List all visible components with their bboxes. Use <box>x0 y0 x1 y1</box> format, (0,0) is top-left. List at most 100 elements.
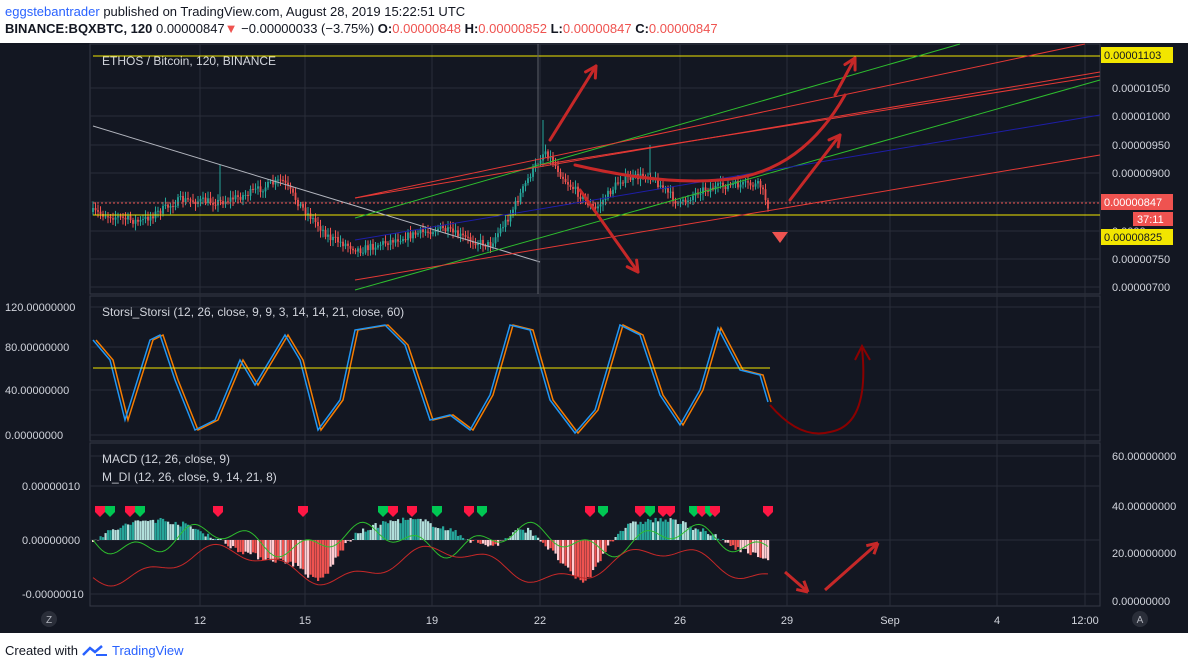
macd-histogram-bar <box>179 526 182 540</box>
macd-histogram-bar <box>737 540 740 548</box>
macd-histogram-bar <box>597 540 600 563</box>
candle-body <box>664 188 667 190</box>
macd-histogram-bar <box>687 527 690 540</box>
arrow-up <box>548 64 598 142</box>
macd-histogram-bar <box>582 540 585 583</box>
candle-body <box>539 160 542 164</box>
macd-histogram-bar <box>322 540 325 578</box>
candle-body <box>592 203 594 207</box>
macd-histogram-bar <box>529 530 532 540</box>
macd-histogram-bar <box>214 538 217 540</box>
candle-body <box>674 201 677 204</box>
time-axis-label: 19 <box>426 615 438 627</box>
candle-body <box>397 239 399 242</box>
macd-histogram-bar <box>397 519 400 540</box>
candle-body <box>307 213 309 215</box>
candle-body <box>337 237 339 243</box>
macd-histogram-bar <box>734 540 737 550</box>
author-username[interactable]: eggstebantrader <box>5 4 100 19</box>
candle-body <box>119 216 122 218</box>
macd-histogram-bar <box>392 521 395 540</box>
candle-body <box>92 208 94 212</box>
macd-histogram-bar <box>587 540 590 577</box>
macd-histogram-bar <box>382 521 385 540</box>
candle-body <box>507 219 509 222</box>
macd-histogram-bar <box>539 540 542 542</box>
price-axis-label: 0.00001000 <box>1112 111 1170 123</box>
candle-body <box>309 213 312 219</box>
candle-body <box>667 188 669 193</box>
price-axis-label: 0.00000750 <box>1112 254 1170 266</box>
candle-body <box>362 252 364 254</box>
macd-histogram-bar <box>339 540 342 551</box>
stoch-axis-label: 120.00000000 <box>5 302 75 314</box>
candle-body <box>439 225 442 229</box>
macd-histogram-bar <box>754 540 757 553</box>
macd-histogram-bar <box>259 540 262 558</box>
candle-body <box>204 197 207 203</box>
candle-body <box>487 242 489 247</box>
arrow-up-head <box>865 541 879 548</box>
candle-body <box>724 186 727 190</box>
candle-body <box>369 243 372 251</box>
candle-body <box>417 233 419 235</box>
auto-scale-button[interactable] <box>1132 611 1148 627</box>
candle-body <box>139 219 142 222</box>
macd-histogram-bar <box>709 535 712 540</box>
candle-body <box>727 184 729 190</box>
candle-body <box>254 188 257 190</box>
candle-body <box>322 229 324 231</box>
candle-body <box>472 241 474 244</box>
candle-body <box>717 183 719 186</box>
candle-body <box>249 188 252 196</box>
publish-info: eggstebantrader published on TradingView… <box>5 4 465 19</box>
candle-body <box>312 218 314 220</box>
macd-right-axis-label: 40.00000000 <box>1112 501 1176 513</box>
macd-histogram-bar <box>187 524 190 540</box>
sell-signal-marker <box>763 506 773 517</box>
buy-signal-marker <box>477 506 487 517</box>
macd-histogram-bar <box>127 524 130 540</box>
candle-body <box>582 195 584 200</box>
macd-histogram-bar <box>767 540 770 561</box>
candle-body <box>699 193 702 195</box>
candle-body <box>482 239 484 246</box>
macd-histogram-bar <box>344 540 347 544</box>
macd-histogram-bar <box>299 540 302 569</box>
macd-histogram-bar <box>194 528 197 540</box>
zoom-button[interactable] <box>41 611 57 627</box>
open-value: 0.00000848 <box>392 21 461 36</box>
macd-histogram-bar <box>309 540 312 575</box>
macd-histogram-bar <box>124 523 127 540</box>
macd-histogram-bar <box>679 523 682 540</box>
candle-body <box>317 222 319 227</box>
macd-histogram-bar <box>319 540 322 578</box>
macd-histogram-bar <box>757 540 760 558</box>
candle-body <box>599 204 602 207</box>
tradingview-brand[interactable]: TradingView <box>111 643 184 658</box>
annotations <box>548 56 857 274</box>
candle-body <box>614 182 617 190</box>
macd-histogram-bar <box>647 518 650 540</box>
candle-body <box>277 179 279 181</box>
macd-histogram-bar <box>447 530 450 540</box>
candle-body <box>532 166 534 177</box>
candle-body <box>432 232 434 235</box>
macd-histogram-bar <box>119 527 122 540</box>
candle-body <box>97 210 99 212</box>
macd-histogram-bar <box>232 540 235 547</box>
macd-histogram-bar <box>487 540 490 547</box>
candle-body <box>94 208 97 211</box>
time-axis-label: 15 <box>299 615 311 627</box>
macd-histogram-bar <box>349 540 352 542</box>
macd-histogram-bar <box>569 540 572 572</box>
macd-histogram-bar <box>697 529 700 540</box>
sell-signal-marker <box>697 506 707 517</box>
macd-histogram-bar <box>389 520 392 540</box>
stoch-plot <box>92 323 871 435</box>
candle-body <box>424 231 427 233</box>
macd-histogram-bar <box>732 540 735 546</box>
macd-histogram-bar <box>137 520 140 540</box>
candle-body <box>179 196 182 198</box>
